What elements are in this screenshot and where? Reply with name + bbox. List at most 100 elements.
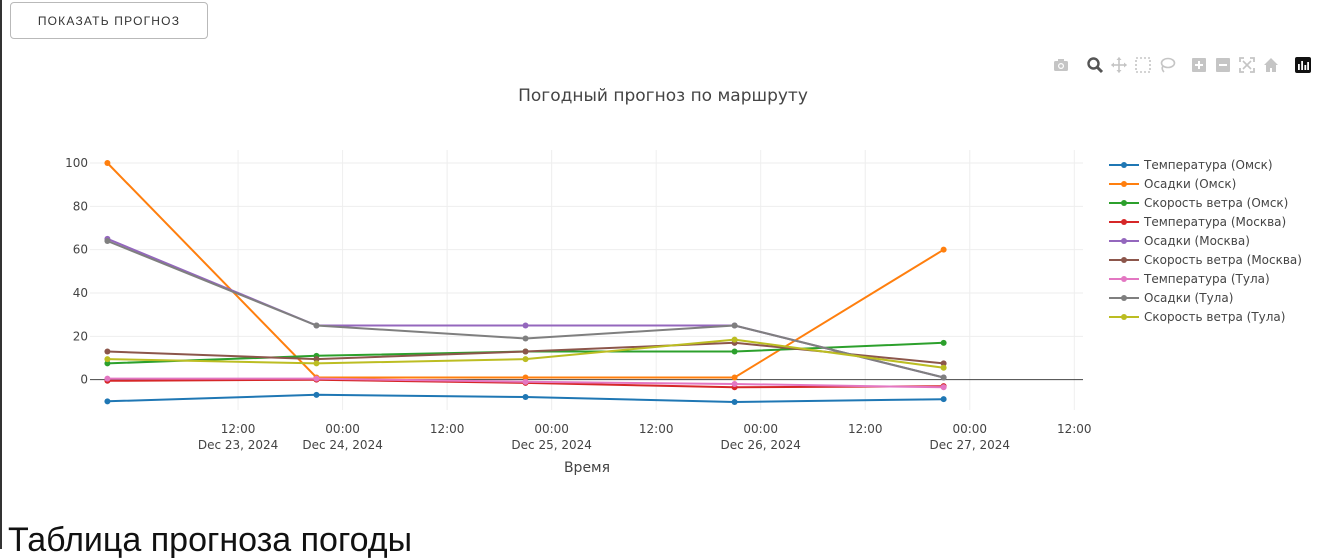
y-tick-label: 20 (73, 329, 88, 343)
forecast-table-heading: Таблица прогноза погоды (8, 521, 413, 559)
data-point (731, 374, 738, 381)
data-point (104, 356, 111, 363)
x-axis-title: Время (564, 460, 610, 476)
x-tick-date-label: Dec 26, 2024 (720, 438, 800, 452)
legend-swatch-marker (1121, 200, 1127, 206)
legend-swatch-marker (1121, 181, 1127, 187)
zoom-icon[interactable] (1086, 56, 1104, 74)
data-point (104, 160, 111, 166)
data-point (313, 356, 320, 363)
legend-label: Температура (Омск) (1143, 158, 1273, 172)
legend-item: Скорость ветра (Москва) (1109, 253, 1302, 267)
camera-icon[interactable] (1052, 56, 1070, 74)
data-point (104, 238, 111, 244)
x-tick-date-label: Dec 24, 2024 (302, 438, 382, 452)
legend-label: Скорость ветра (Москва) (1144, 253, 1302, 267)
autoscale-icon[interactable] (1238, 56, 1256, 74)
data-point (104, 348, 111, 355)
legend-item: Осадки (Москва) (1109, 234, 1250, 248)
data-point (940, 360, 947, 367)
legend-swatch-marker (1121, 238, 1127, 244)
series-group (104, 375, 947, 391)
data-point (522, 348, 529, 355)
legend-item: Осадки (Омск) (1109, 177, 1236, 191)
data-point (104, 375, 111, 382)
grid-lines (90, 150, 1083, 410)
zoom-out-icon[interactable] (1214, 56, 1232, 74)
legend-swatch-marker (1121, 257, 1127, 263)
box-select-icon[interactable] (1134, 56, 1152, 74)
legend: Температура (Омск) Осадки (Омск) Скорость … (1109, 158, 1302, 324)
x-tick-label: 00:00 (534, 422, 569, 436)
x-tick-label: 12:00 (221, 422, 256, 436)
legend-label: Осадки (Тула) (1144, 291, 1233, 305)
legend-label: Скорость ветра (Омск) (1144, 196, 1288, 210)
data-point (940, 374, 947, 381)
data-point (940, 384, 947, 391)
data-point (104, 398, 111, 405)
data-point (731, 348, 738, 355)
data-point (731, 336, 738, 343)
x-tick-label: 12:00 (639, 422, 674, 436)
pan-icon[interactable] (1110, 56, 1128, 74)
data-point (522, 374, 529, 381)
reset-axes-icon[interactable] (1262, 56, 1280, 74)
x-tick-date-label: Dec 25, 2024 (511, 438, 591, 452)
show-forecast-button[interactable]: ПОКАЗАТЬ ПРОГНОЗ (10, 2, 208, 39)
data-point (731, 398, 738, 405)
x-tick-label: 12:00 (848, 422, 883, 436)
x-tick-label: 00:00 (952, 422, 987, 436)
legend-item: Температура (Тула) (1109, 272, 1270, 286)
x-tick-label: 00:00 (325, 422, 360, 436)
x-tick-label: 12:00 (1057, 422, 1092, 436)
series-group (104, 238, 947, 381)
y-tick-label: 100 (65, 156, 88, 170)
legend-label: Температура (Москва) (1143, 215, 1286, 229)
legend-item: Скорость ветра (Тула) (1109, 310, 1285, 324)
lasso-select-icon[interactable] (1158, 56, 1176, 74)
data-point (313, 391, 320, 398)
series-lines (104, 160, 947, 405)
y-tick-label: 40 (73, 286, 88, 300)
x-tick-date-label: Dec 23, 2024 (198, 438, 278, 452)
data-point (522, 322, 529, 329)
x-tick-label: 00:00 (743, 422, 778, 436)
data-point (940, 339, 947, 346)
data-point (522, 335, 529, 342)
legend-swatch-marker (1121, 295, 1127, 301)
zoom-in-icon[interactable] (1190, 56, 1208, 74)
data-point (522, 378, 529, 385)
data-point (313, 360, 320, 367)
legend-swatch-marker (1121, 219, 1127, 225)
legend-item: Скорость ветра (Омск) (1109, 196, 1288, 210)
y-tick-label: 60 (73, 243, 88, 257)
y-tick-label: 80 (73, 199, 88, 213)
legend-label: Температура (Тула) (1143, 272, 1270, 286)
legend-swatch-marker (1121, 314, 1127, 320)
data-point (731, 322, 738, 329)
data-point (940, 246, 947, 253)
legend-item: Осадки (Тула) (1109, 291, 1233, 305)
data-point (522, 356, 529, 363)
legend-swatch-marker (1121, 162, 1127, 168)
page-left-border (0, 0, 2, 549)
x-tick-date-label: Dec 27, 2024 (930, 438, 1010, 452)
y-tick-label: 0 (80, 373, 88, 387)
data-point (940, 364, 947, 371)
series-group (104, 336, 947, 371)
chart-title: Погодный прогноз по маршруту (518, 86, 808, 106)
legend-swatch-marker (1121, 276, 1127, 282)
legend-label: Осадки (Москва) (1144, 234, 1250, 248)
legend-item: Температура (Москва) (1109, 215, 1286, 229)
x-tick-label: 12:00 (430, 422, 465, 436)
data-point (940, 396, 947, 403)
plotly-logo-icon[interactable] (1294, 56, 1312, 74)
series-group (104, 391, 947, 405)
data-point (731, 381, 738, 387)
legend-label: Скорость ветра (Тула) (1144, 310, 1285, 324)
data-point (313, 375, 320, 382)
legend-item: Температура (Омск) (1109, 158, 1273, 172)
data-point (313, 322, 320, 329)
data-point (522, 394, 529, 400)
